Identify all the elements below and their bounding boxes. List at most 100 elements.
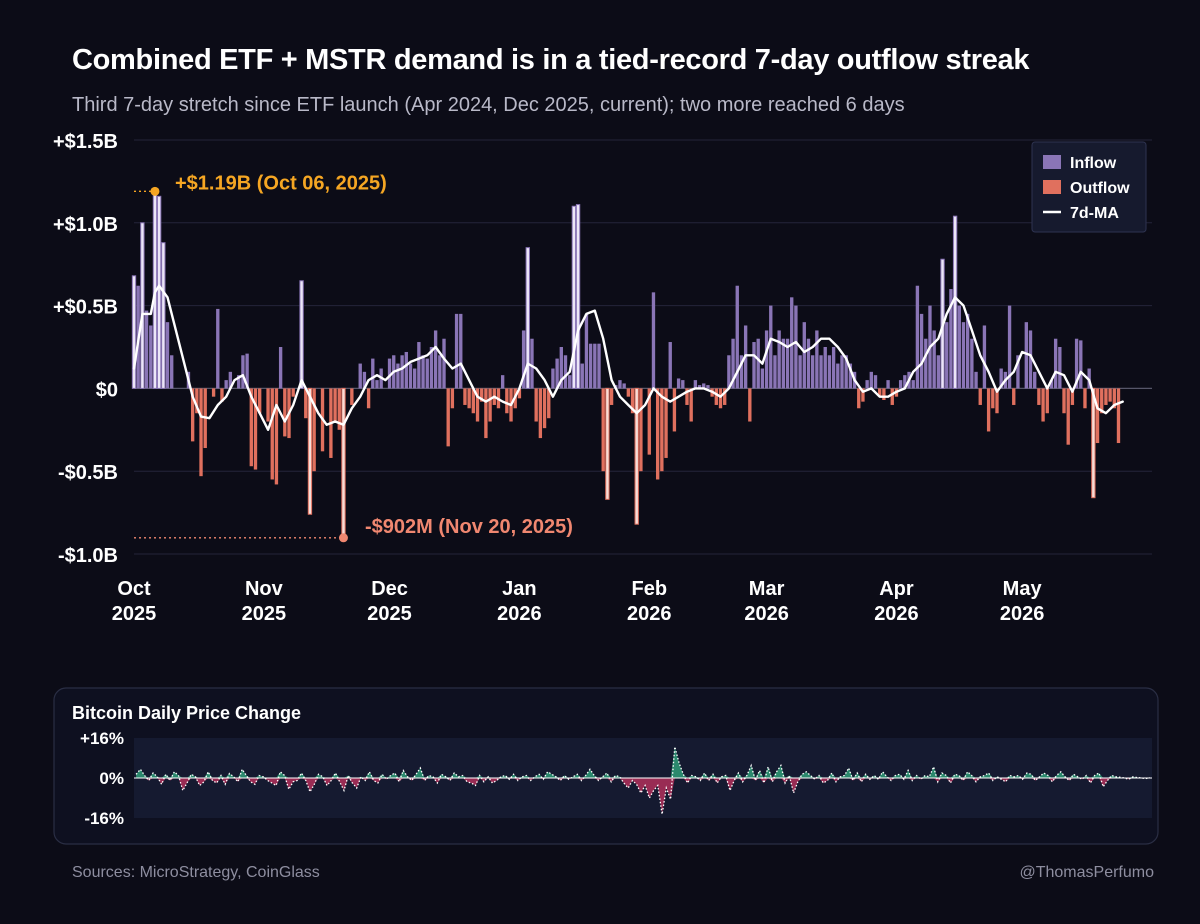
inflow-bar [802,322,806,389]
flows-chart: +$1.5B +$1.0B +$0.5B $0 -$0.5B -$1.0B Oct 2025 N… [53,131,1152,625]
inflow-bar [433,330,438,389]
inflow-bar [417,342,421,389]
inflow-bar [1074,338,1079,389]
inflow-bar [421,355,425,389]
inflow-bar [618,380,622,389]
outflow-bar [1045,388,1049,414]
outflow-bar [249,388,253,467]
outflow-bar [517,388,522,399]
outflow-bar [488,388,492,422]
outflow-bar [655,388,660,480]
outflow-bar [1037,388,1041,405]
outflow-bar [266,388,270,422]
outflow-bar [660,388,664,472]
outflow-bar [1062,388,1066,414]
outflow-bar [978,388,982,405]
outflow-bar [446,388,450,447]
inflow-bar [149,325,153,389]
inflow-bar [668,342,672,389]
inflow-bar [387,358,392,389]
max-annotation-label: +$1.19B (Oct 06, 2025) [175,172,387,194]
x-tick-month: Feb [632,578,668,600]
outflow-bar [1066,388,1070,445]
inflow-bar [396,363,400,389]
inflow-bar [459,313,463,389]
legend-swatch-outflow [1043,180,1061,194]
inflow-bar [571,205,577,389]
outflow-bar [333,388,337,422]
inflow-bar [823,347,827,389]
inflow-bar [371,358,375,389]
outflow-bar [1108,388,1112,402]
outflow-bar [685,388,689,405]
x-tick-year: 2026 [497,603,542,625]
inflow-bar [525,247,530,389]
outflow-bar [1104,388,1108,405]
outflow-bar [538,388,543,439]
inflow-bar [974,371,978,389]
inflow-bar [597,343,601,389]
inflow-bar [588,343,593,389]
author-handle: @ThomasPerfumo [1019,864,1154,881]
legend-label: Outflow [1070,180,1130,197]
inflow-bar [903,375,907,389]
y-tick-label: -$1.0B [58,545,118,567]
y-tick-label: +$0.5B [53,297,118,319]
inflow-bar [810,355,815,389]
outflow-bar [253,388,258,470]
btc-change-line [135,746,1151,815]
outflow-bar [270,388,274,480]
inflow-bar [563,355,568,389]
inflow-bar [819,355,823,389]
outflow-bar [1091,387,1096,499]
btc-down-area [136,778,1150,815]
inflow-bar [1024,322,1028,389]
outflow-bar [689,388,693,422]
outflow-bar [350,388,354,405]
inflow-bar [760,368,765,389]
outflow-bar [890,388,894,405]
inflow-bar [693,380,698,389]
x-tick-year: 2026 [1000,603,1045,625]
inflow-bar [521,330,526,389]
inflow-bar [278,347,283,389]
inflow-bar [957,305,961,389]
inflow-bar [936,355,941,389]
inflow-bar [575,204,581,389]
x-tick-year: 2026 [874,603,919,625]
inflow-bar [915,285,920,389]
outflow-bar [714,388,718,405]
inflow-bar [932,330,936,389]
inflow-bar [785,338,790,389]
x-tick-year: 2025 [112,603,157,625]
inflow-bar [408,363,413,389]
inflow-bar [798,355,802,389]
inflow-bar [559,347,563,389]
inflow-bar [919,313,924,389]
x-tick-month: Apr [879,578,914,600]
outflow-bar [647,388,651,455]
chart-subtitle: Third 7-day stretch since ETF launch (Ap… [72,94,905,116]
inflow-bar [438,355,442,389]
outflow-bar [634,387,639,525]
inflow-bar [1053,338,1058,389]
inflow-bar [764,330,769,389]
inflow-bar [752,342,756,389]
outflow-bar [505,388,509,414]
inflow-bar [156,195,162,389]
outflow-bar [1112,388,1116,409]
inflow-bar [144,310,149,389]
inflow-bar [425,358,429,389]
inflow-bar [358,363,362,389]
inflow-bar [1016,355,1020,389]
inflow-bar [794,305,798,389]
outflow-bar [1095,388,1100,444]
x-tick-month: Oct [117,578,151,600]
outflow-bar [480,388,484,402]
btc-panel-title: Bitcoin Daily Price Change [72,703,301,723]
btc-plot-area [134,738,1152,818]
ma7-line [132,284,1124,431]
inflow-bar [970,338,974,389]
inflow-bar [224,380,228,389]
inflow-bar [362,371,367,389]
